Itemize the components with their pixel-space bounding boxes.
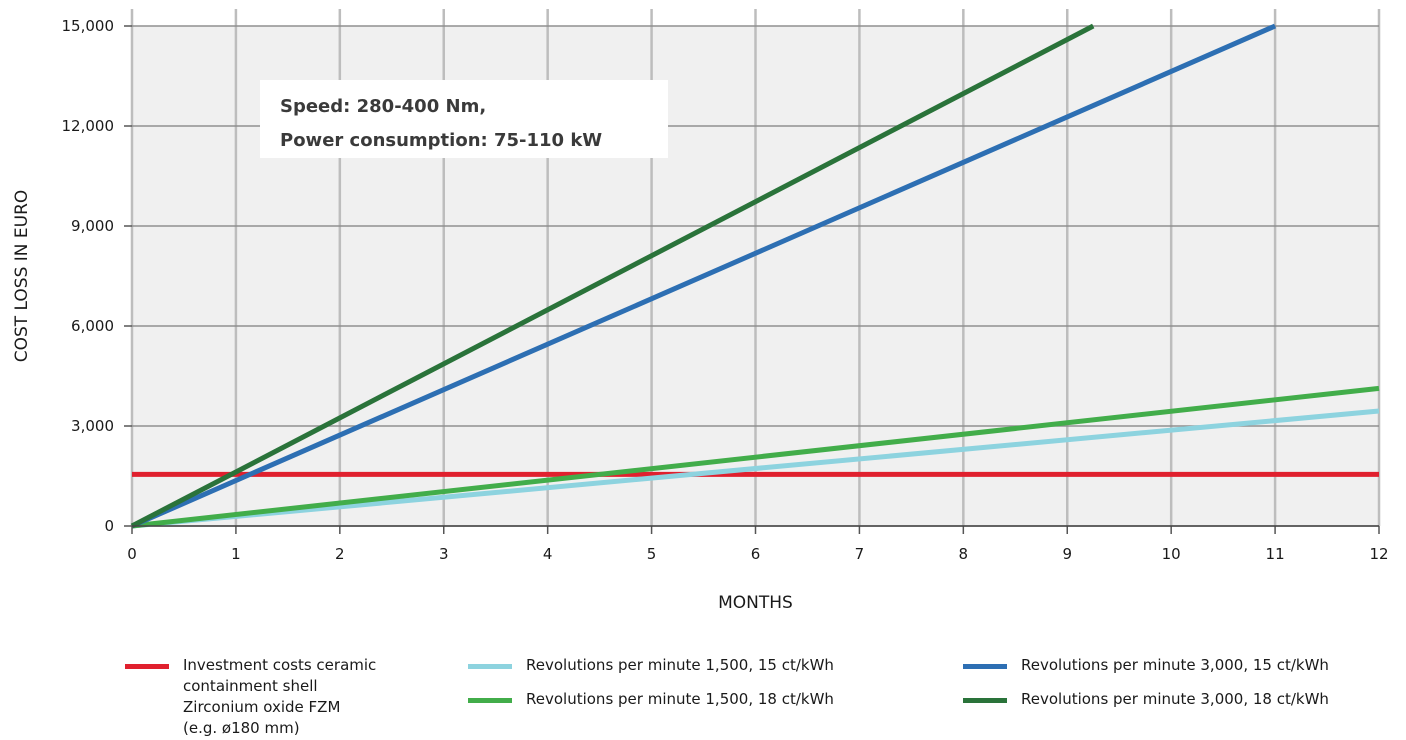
y-tick-label: 15,000 (62, 17, 115, 35)
legend-item-rpm1500-18: Revolutions per minute 1,500, 18 ct/kWh (468, 689, 834, 710)
legend-item-rpm1500-15: Revolutions per minute 1,500, 15 ct/kWh (468, 655, 834, 676)
x-tick-label: 2 (335, 545, 345, 563)
x-tick-label: 4 (543, 545, 553, 563)
legend-label-investment: Investment costs ceramic containment she… (183, 656, 377, 737)
legend-swatch-rpm1500-18 (468, 698, 512, 703)
x-tick-label: 1 (231, 545, 241, 563)
x-tick-label: 3 (439, 545, 449, 563)
legend-item-rpm3000-15: Revolutions per minute 3,000, 15 ct/kWh (963, 655, 1329, 676)
annotation-box: Speed: 280-400 Nm, Power consumption: 75… (260, 80, 668, 158)
legend-label-rpm3000-15: Revolutions per minute 3,000, 15 ct/kWh (1021, 656, 1329, 674)
y-axis-title: COST LOSS IN EURO (12, 190, 32, 363)
y-tick-label: 3,000 (71, 417, 114, 435)
legend-item-investment: Investment costs ceramic containment she… (125, 655, 376, 739)
legend-label-rpm1500-15: Revolutions per minute 1,500, 15 ct/kWh (526, 656, 834, 674)
legend-swatch-investment (125, 664, 169, 669)
series-line-rpm1500_15 (131, 408, 1380, 529)
y-tick-label: 12,000 (62, 117, 115, 135)
x-axis-ticks: 0 1 2 3 4 5 6 7 8 9 10 11 12 (127, 525, 1389, 563)
annotation-line-1: Speed: 280-400 Nm, (280, 96, 486, 117)
legend-item-rpm3000-18: Revolutions per minute 3,000, 18 ct/kWh (963, 689, 1329, 710)
x-tick-label: 5 (647, 545, 657, 563)
x-tick-label: 11 (1266, 545, 1285, 563)
x-axis-title: MONTHS (718, 593, 793, 613)
y-tick-label: 9,000 (71, 217, 114, 235)
series-line-rpm3000_18 (130, 23, 1095, 529)
x-tick-label: 6 (751, 545, 761, 563)
x-tick-label: 12 (1369, 545, 1388, 563)
legend-swatch-rpm1500-15 (468, 664, 512, 669)
series-line-rpm1500_18 (131, 385, 1380, 529)
annotation-line-2: Power consumption: 75-110 kW (280, 130, 602, 151)
x-tick-label: 9 (1062, 545, 1072, 563)
y-axis-ticks: 0 3,000 6,000 9,000 12,000 15,000 (62, 17, 132, 535)
legend-label-rpm1500-18: Revolutions per minute 1,500, 18 ct/kWh (526, 690, 834, 708)
x-tick-label: 8 (959, 545, 969, 563)
x-tick-label: 0 (127, 545, 137, 563)
legend-swatch-rpm3000-15 (963, 664, 1007, 669)
series-layer (130, 23, 1380, 529)
legend-swatch-rpm3000-18 (963, 698, 1007, 703)
line-chart: 0 1 2 3 4 5 6 7 8 9 10 11 12 03,0006,0009,00012,0001… (12, 9, 1389, 613)
legend-label-rpm3000-18: Revolutions per minute 3,000, 18 ct/kWh (1021, 690, 1329, 708)
x-tick-label: 7 (855, 545, 865, 563)
y-tick-label: 0 (104, 517, 114, 535)
x-tick-label: 10 (1162, 545, 1181, 563)
series-line-rpm3000_15 (130, 23, 1277, 529)
y-tick-label: 6,000 (71, 317, 114, 335)
